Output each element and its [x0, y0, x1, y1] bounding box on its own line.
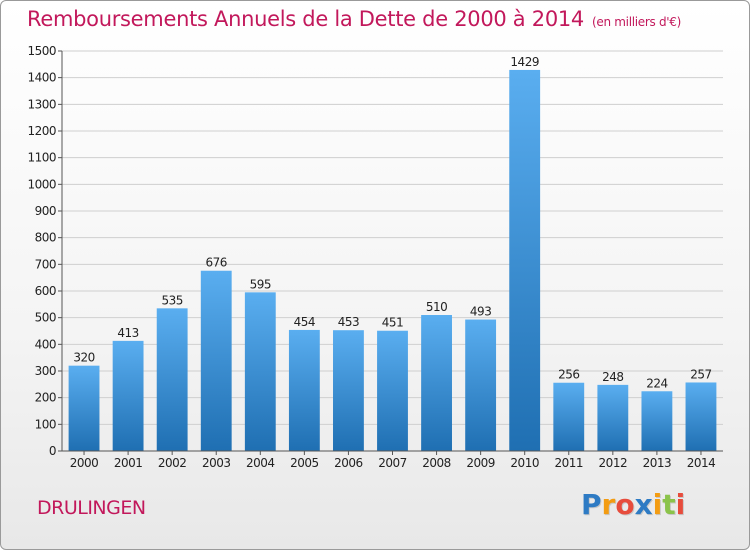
data-label-2011: 256	[558, 368, 579, 382]
bar-2004	[244, 292, 276, 451]
bar-2005	[288, 329, 320, 451]
bar-2000	[68, 365, 100, 451]
logo-letter: r	[601, 488, 616, 521]
bar-2007	[377, 330, 408, 451]
bars	[68, 69, 717, 451]
logo-letter: i	[652, 488, 663, 521]
x-tick-label-2008: 2008	[422, 456, 451, 470]
chart-title-text: Remboursements Annuels de la Dette de 20…	[27, 7, 584, 31]
bar-2014	[685, 382, 717, 451]
bar-chart: 0 100 200 300 400 500 600 700 800 900 1000 1100 1200…	[27, 44, 723, 470]
bar-2009	[465, 319, 497, 451]
x-tick-label-2005: 2005	[290, 456, 319, 470]
x-tick-label-2010: 2010	[510, 456, 539, 470]
data-label-2002: 535	[161, 293, 182, 307]
y-tick-label: 1500	[27, 44, 56, 58]
x-tick-label-2007: 2007	[378, 456, 407, 470]
data-label-2012: 248	[602, 370, 623, 384]
y-tick-label: 1400	[27, 71, 56, 85]
x-tick-label-2009: 2009	[466, 456, 495, 470]
y-tick-label: 1000	[27, 177, 56, 191]
data-label-2006: 453	[338, 315, 359, 329]
y-tick-label: 0	[49, 444, 56, 458]
data-label-2004: 595	[250, 277, 271, 291]
y-tick-label: 1300	[27, 97, 56, 111]
x-tick-label-2014: 2014	[687, 456, 716, 470]
y-tick-label: 1200	[27, 124, 56, 138]
data-label-2008: 510	[426, 300, 447, 314]
x-tick-label-2011: 2011	[554, 456, 583, 470]
bar-2008	[421, 315, 452, 451]
y-tick-label: 500	[35, 311, 56, 325]
y-tick-label: 900	[35, 204, 56, 218]
x-tick-label-2002: 2002	[158, 456, 187, 470]
labels: 0 100 200 300 400 500 600 700 800 900 1000 1100 1200…	[27, 44, 715, 470]
proxiti-logo: Proxiti	[581, 488, 685, 521]
logo-letter: P	[581, 488, 602, 521]
y-tick-label: 100	[35, 417, 56, 431]
commune-name: DRULINGEN	[37, 497, 146, 519]
logo-letter: x	[634, 488, 653, 521]
y-tick-label: 800	[35, 231, 56, 245]
x-tick-label-2003: 2003	[202, 456, 231, 470]
x-tick-label-2012: 2012	[599, 456, 628, 470]
data-label-2005: 454	[294, 315, 315, 329]
y-tick-label: 700	[35, 257, 56, 271]
data-label-2001: 413	[117, 326, 138, 340]
data-label-2000: 320	[73, 351, 94, 365]
data-label-2003: 676	[206, 256, 227, 270]
logo-letter: i	[675, 488, 686, 521]
bar-2011	[553, 382, 585, 451]
y-tick-label: 600	[35, 284, 56, 298]
x-tick-label-2000: 2000	[70, 456, 99, 470]
bar-2013	[641, 391, 673, 451]
data-label-2014: 257	[690, 367, 711, 381]
x-tick-label-2001: 2001	[114, 456, 143, 470]
data-label-2007: 451	[382, 316, 403, 330]
x-tick-label-2013: 2013	[643, 456, 672, 470]
axes	[58, 50, 723, 455]
x-tick-label-2006: 2006	[334, 456, 363, 470]
y-tick-label: 400	[35, 337, 56, 351]
bar-2012	[597, 384, 629, 451]
bar-2003	[200, 270, 232, 451]
bar-2010	[509, 69, 541, 451]
y-tick-label: 1100	[27, 151, 56, 165]
logo-letter: o	[615, 488, 635, 521]
data-label-2013: 224	[646, 376, 667, 390]
chart-unit: (en milliers d'€)	[592, 15, 682, 29]
bar-2002	[156, 308, 188, 451]
data-label-2010: 1429	[510, 55, 539, 69]
y-tick-label: 300	[35, 364, 56, 378]
x-tick-label-2004: 2004	[246, 456, 275, 470]
bar-2001	[112, 340, 144, 451]
chart-title: Remboursements Annuels de la Dette de 20…	[27, 7, 681, 31]
data-label-2009: 493	[470, 305, 491, 319]
logo-letter: t	[662, 488, 676, 521]
y-tick-label: 200	[35, 391, 56, 405]
bar-2006	[333, 330, 364, 451]
